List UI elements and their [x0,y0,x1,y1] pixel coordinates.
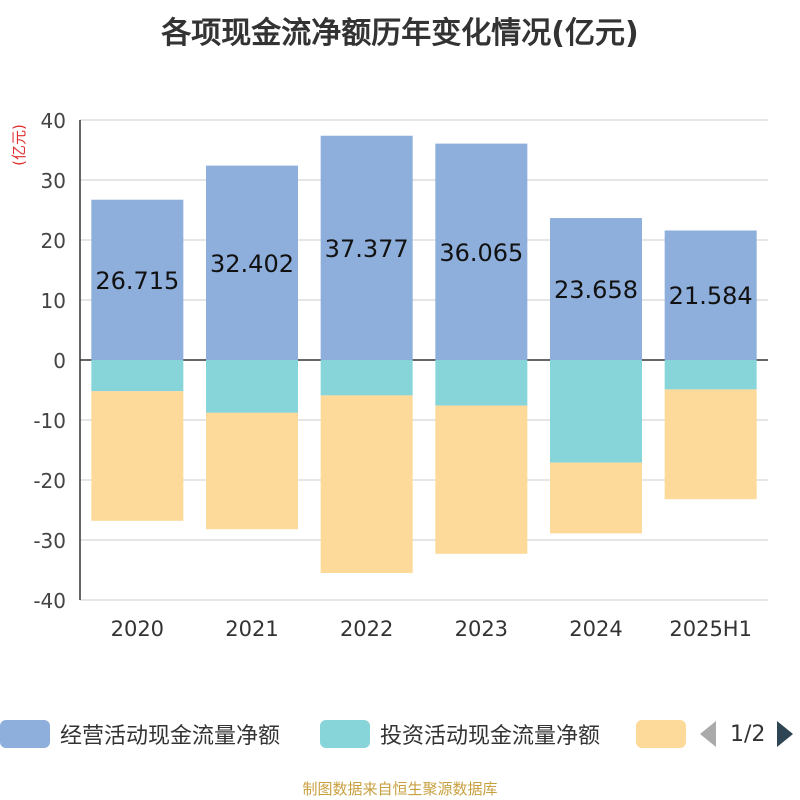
bar-series2-2022 [320,395,413,573]
legend-pager: 1/2 [700,716,794,752]
source-note: 制图数据来自恒生聚源数据库 [302,780,498,798]
data-label: 23.658 [554,276,638,304]
x-tick-label: 2020 [111,617,164,641]
legend-swatch-financing [636,720,686,748]
legend-label-investing: 投资活动现金流量净额 [380,724,601,749]
data-label: 37.377 [325,235,409,263]
bar-series1-2022 [320,360,413,396]
bar-series1-2020 [91,360,184,392]
chart-title: 各项现金流净额历年变化情况(亿元) [161,16,639,51]
bar-series2-2025H1 [664,389,757,500]
y-axis-label: (亿元) [10,124,28,166]
data-label: 32.402 [210,250,294,278]
y-tick-label: 40 [41,109,66,133]
x-tick-label: 2022 [340,617,393,641]
x-tick-label: 2023 [455,617,508,641]
y-tick-label: 20 [41,229,66,253]
bar-series0-2023 [435,143,528,360]
legend-prev-page-icon[interactable] [700,721,716,747]
x-tick-label: 2025H1 [669,617,752,641]
y-tick-label: 30 [41,169,66,193]
x-tick-label: 2024 [569,617,622,641]
y-tick-label: -10 [33,409,66,433]
y-tick-label: -30 [33,529,66,553]
bar-series0-2022 [320,135,413,360]
bar-series1-2025H1 [664,360,757,390]
bar-series1-2024 [550,360,642,463]
bar-series2-2020 [91,391,184,521]
legend-item-financing[interactable] [636,716,686,752]
y-tick-label: -20 [33,469,66,493]
data-label: 36.065 [439,239,523,267]
bar-series1-2021 [206,360,298,413]
legend-swatch-operating [0,720,50,748]
legend-page-indicator: 1/2 [730,721,766,747]
legend-next-page-icon[interactable] [777,721,794,747]
legend-item-operating[interactable]: 经营活动现金流量净额 [0,716,280,752]
bar-series0-2021 [206,165,298,360]
bar-series0-2024 [550,218,642,360]
legend: 经营活动现金流量净额 投资活动现金流量净额 [0,716,800,752]
legend-swatch-investing [320,720,370,748]
bar-series2-2024 [550,462,642,534]
legend-label-operating: 经营活动现金流量净额 [60,724,281,749]
y-tick-label: -40 [33,589,66,613]
data-label: 26.715 [95,267,179,295]
x-tick-label: 2021 [225,617,278,641]
y-tick-label: 10 [41,289,66,313]
bar-series1-2023 [435,360,528,406]
bar-series0-2025H1 [664,230,757,360]
data-label: 21.584 [669,282,753,310]
bar-chart: 40 30 20 10 0 -10 -20 -30 -40 (亿元) 26.715 2020 32.40… [10,109,768,641]
bar-series2-2023 [435,405,528,554]
bar-series2-2021 [206,412,298,530]
legend-item-investing[interactable]: 投资活动现金流量净额 [320,716,600,752]
bar-series0-2020 [91,199,184,360]
y-tick-label: 0 [53,349,66,373]
